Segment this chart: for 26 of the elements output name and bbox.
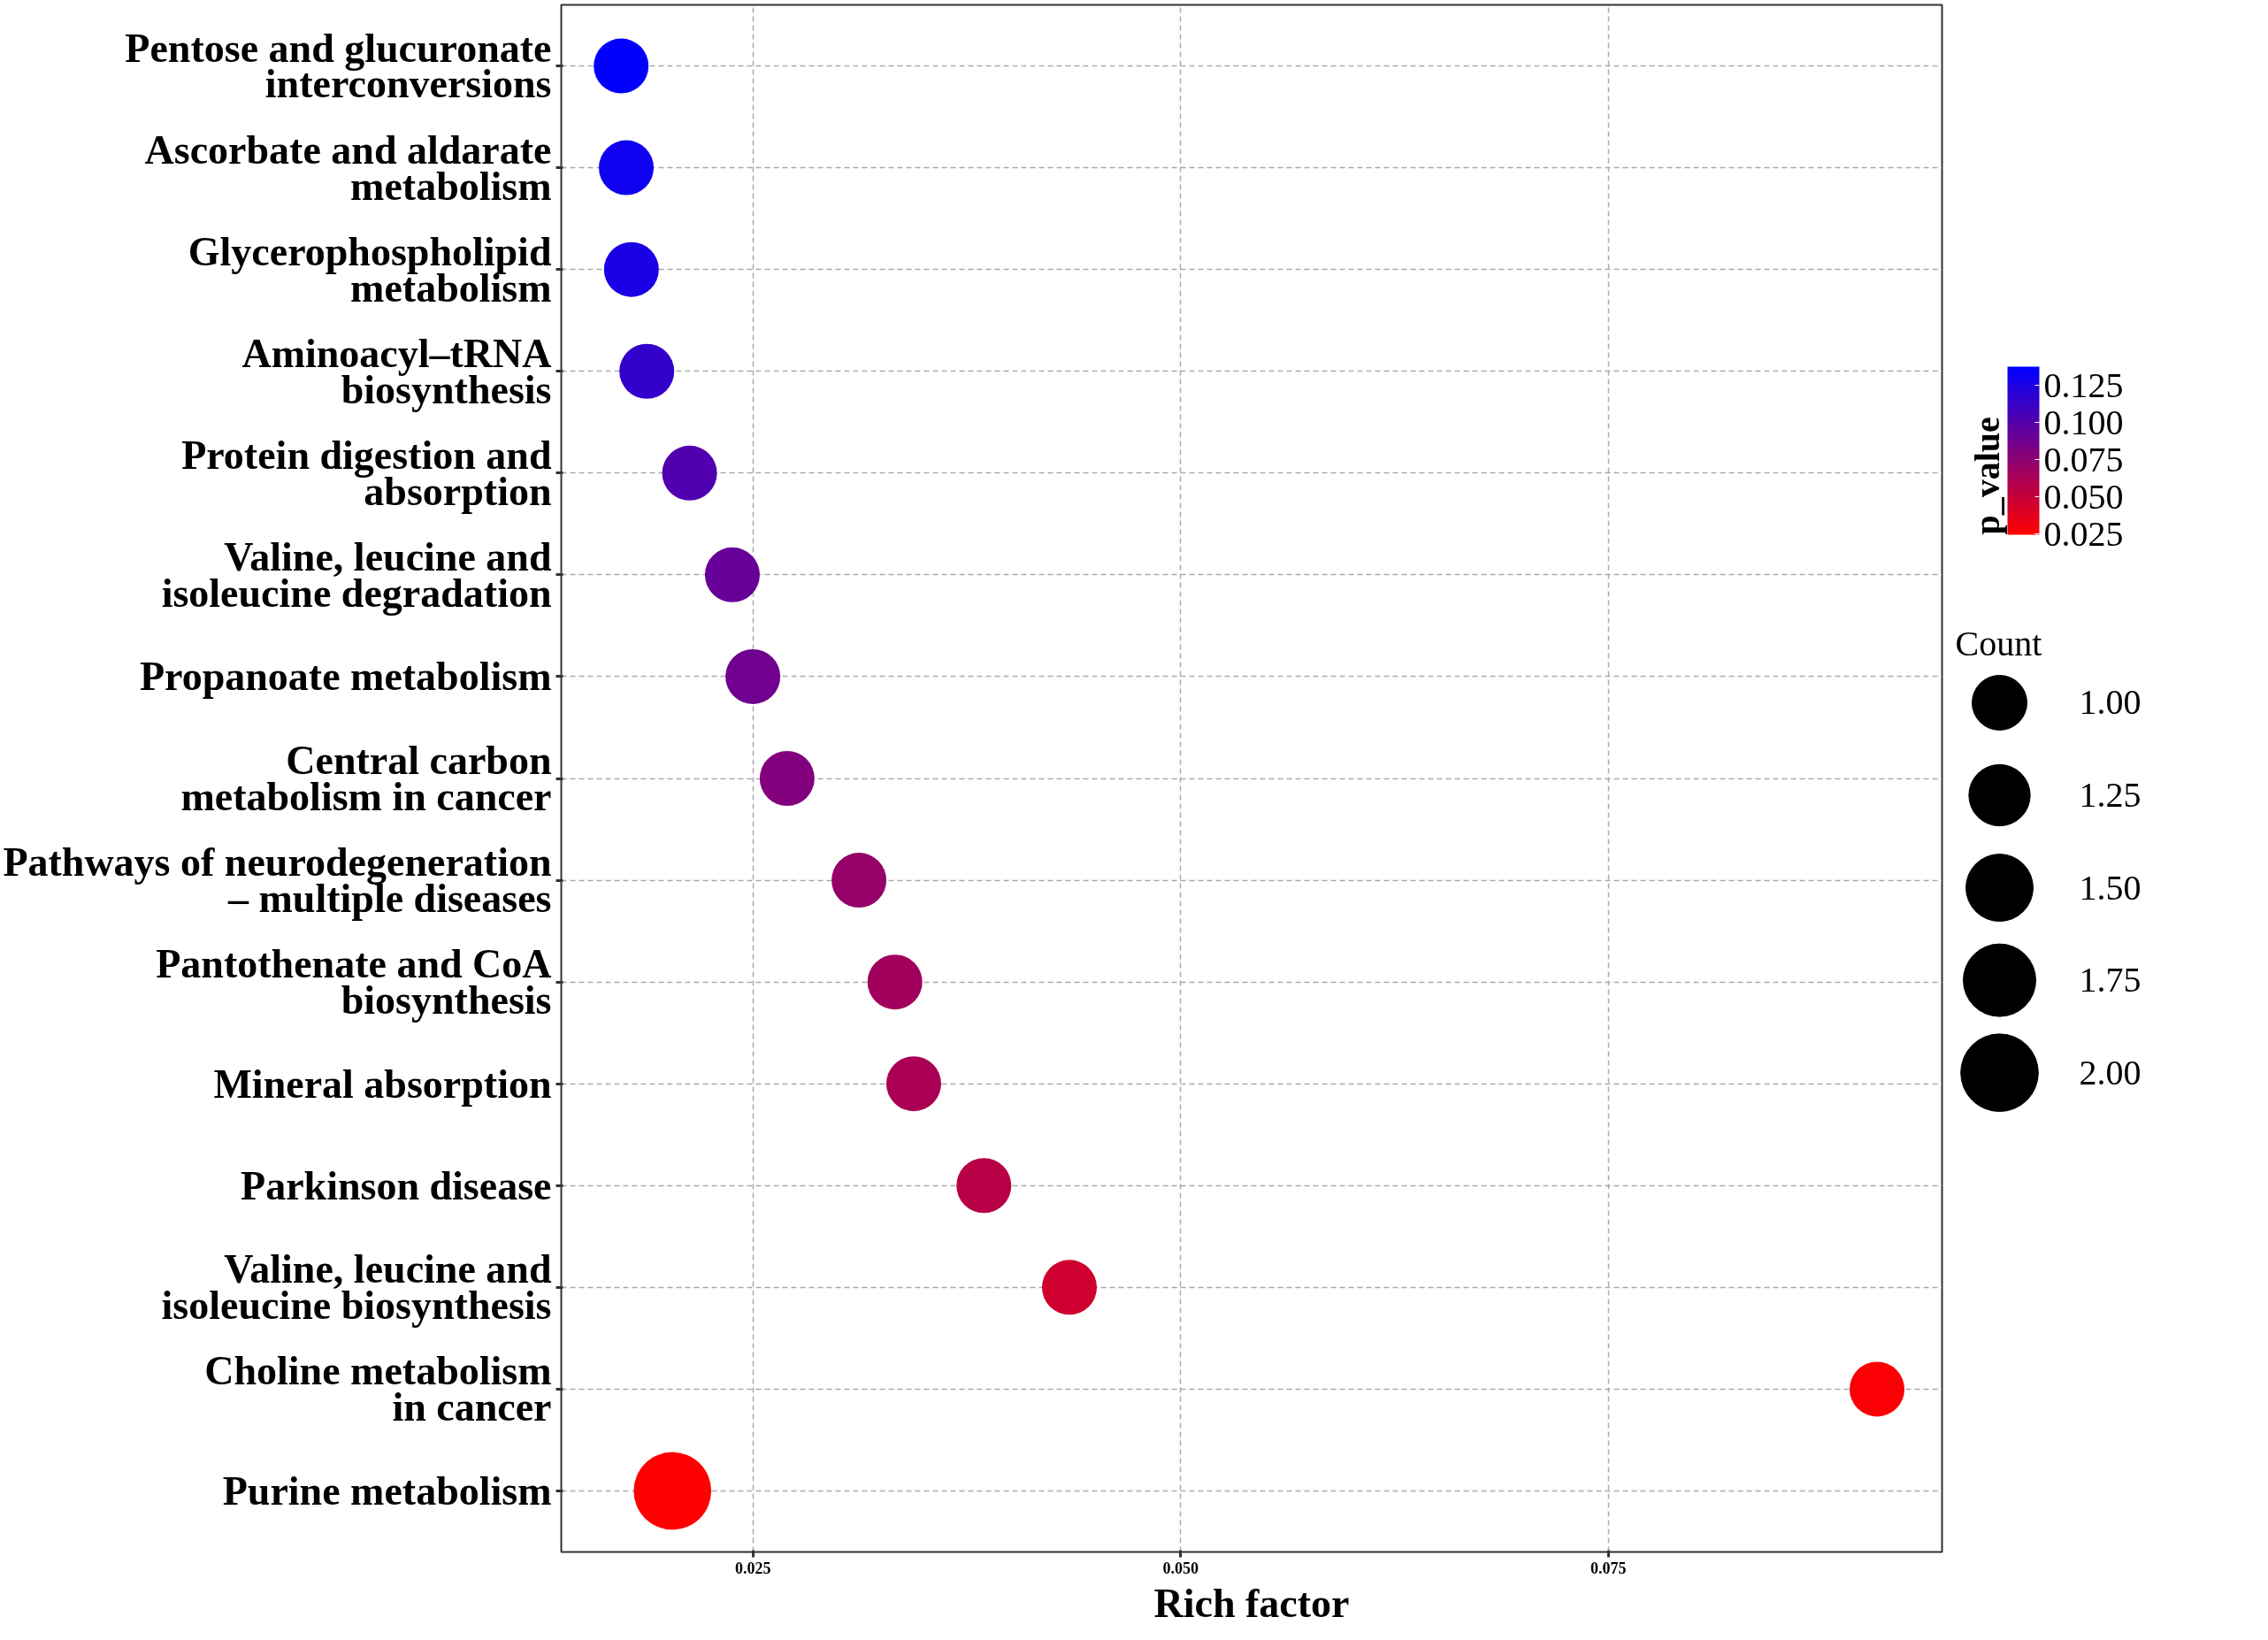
x-tick-label: 0.050 (1162, 1559, 1199, 1577)
y-tick-label: Protein digestion and absorption (181, 432, 552, 514)
y-tick-label: Pathways of neurodegeneration – multiple diseases (3, 839, 552, 921)
y-tick-label: Parkinson disease (241, 1162, 552, 1208)
y-tick-label: Aminoacyl–tRNA biosynthesis (241, 330, 552, 412)
y-tick-label: Valine, leucine and isoleucine degradation (161, 533, 552, 616)
y-tick-label: Central carbon metabolism in cancer (180, 738, 552, 819)
legend-label: 1.25 (2079, 775, 2142, 816)
y-tick-label: Propanoate metabolism (140, 654, 552, 700)
legend-label: 1.75 (2079, 960, 2142, 1000)
legend-label: 1.50 (2079, 867, 2142, 908)
legend-label: 2.00 (2079, 1052, 2142, 1092)
y-tick-label: Purine metabolism (222, 1468, 552, 1514)
y-tick-label: Mineral absorption (213, 1061, 552, 1107)
y-tick-label: Glycerophospholipid metabolism (188, 228, 552, 310)
y-tick-label: Valine, leucine and isoleucine biosynthesis (161, 1246, 552, 1329)
x-tick-label: 0.075 (1590, 1559, 1627, 1577)
color-bar-title: p_value (1966, 417, 2007, 535)
y-tick-label: Pantothenate and CoA biosynthesis (156, 941, 552, 1023)
y-tick-label: Choline metabolism in cancer (204, 1348, 552, 1430)
y-tick-label: Ascorbate and aldarate metabolism (144, 126, 552, 209)
x-tick-label: 0.025 (734, 1559, 771, 1577)
y-tick-label: Pentose and glucuronate interconversions (125, 25, 552, 107)
legend-label: 1.00 (2079, 682, 2142, 723)
x-axis-title: Rich factor (1153, 1580, 1350, 1626)
legend-title: Count (1955, 624, 2042, 664)
